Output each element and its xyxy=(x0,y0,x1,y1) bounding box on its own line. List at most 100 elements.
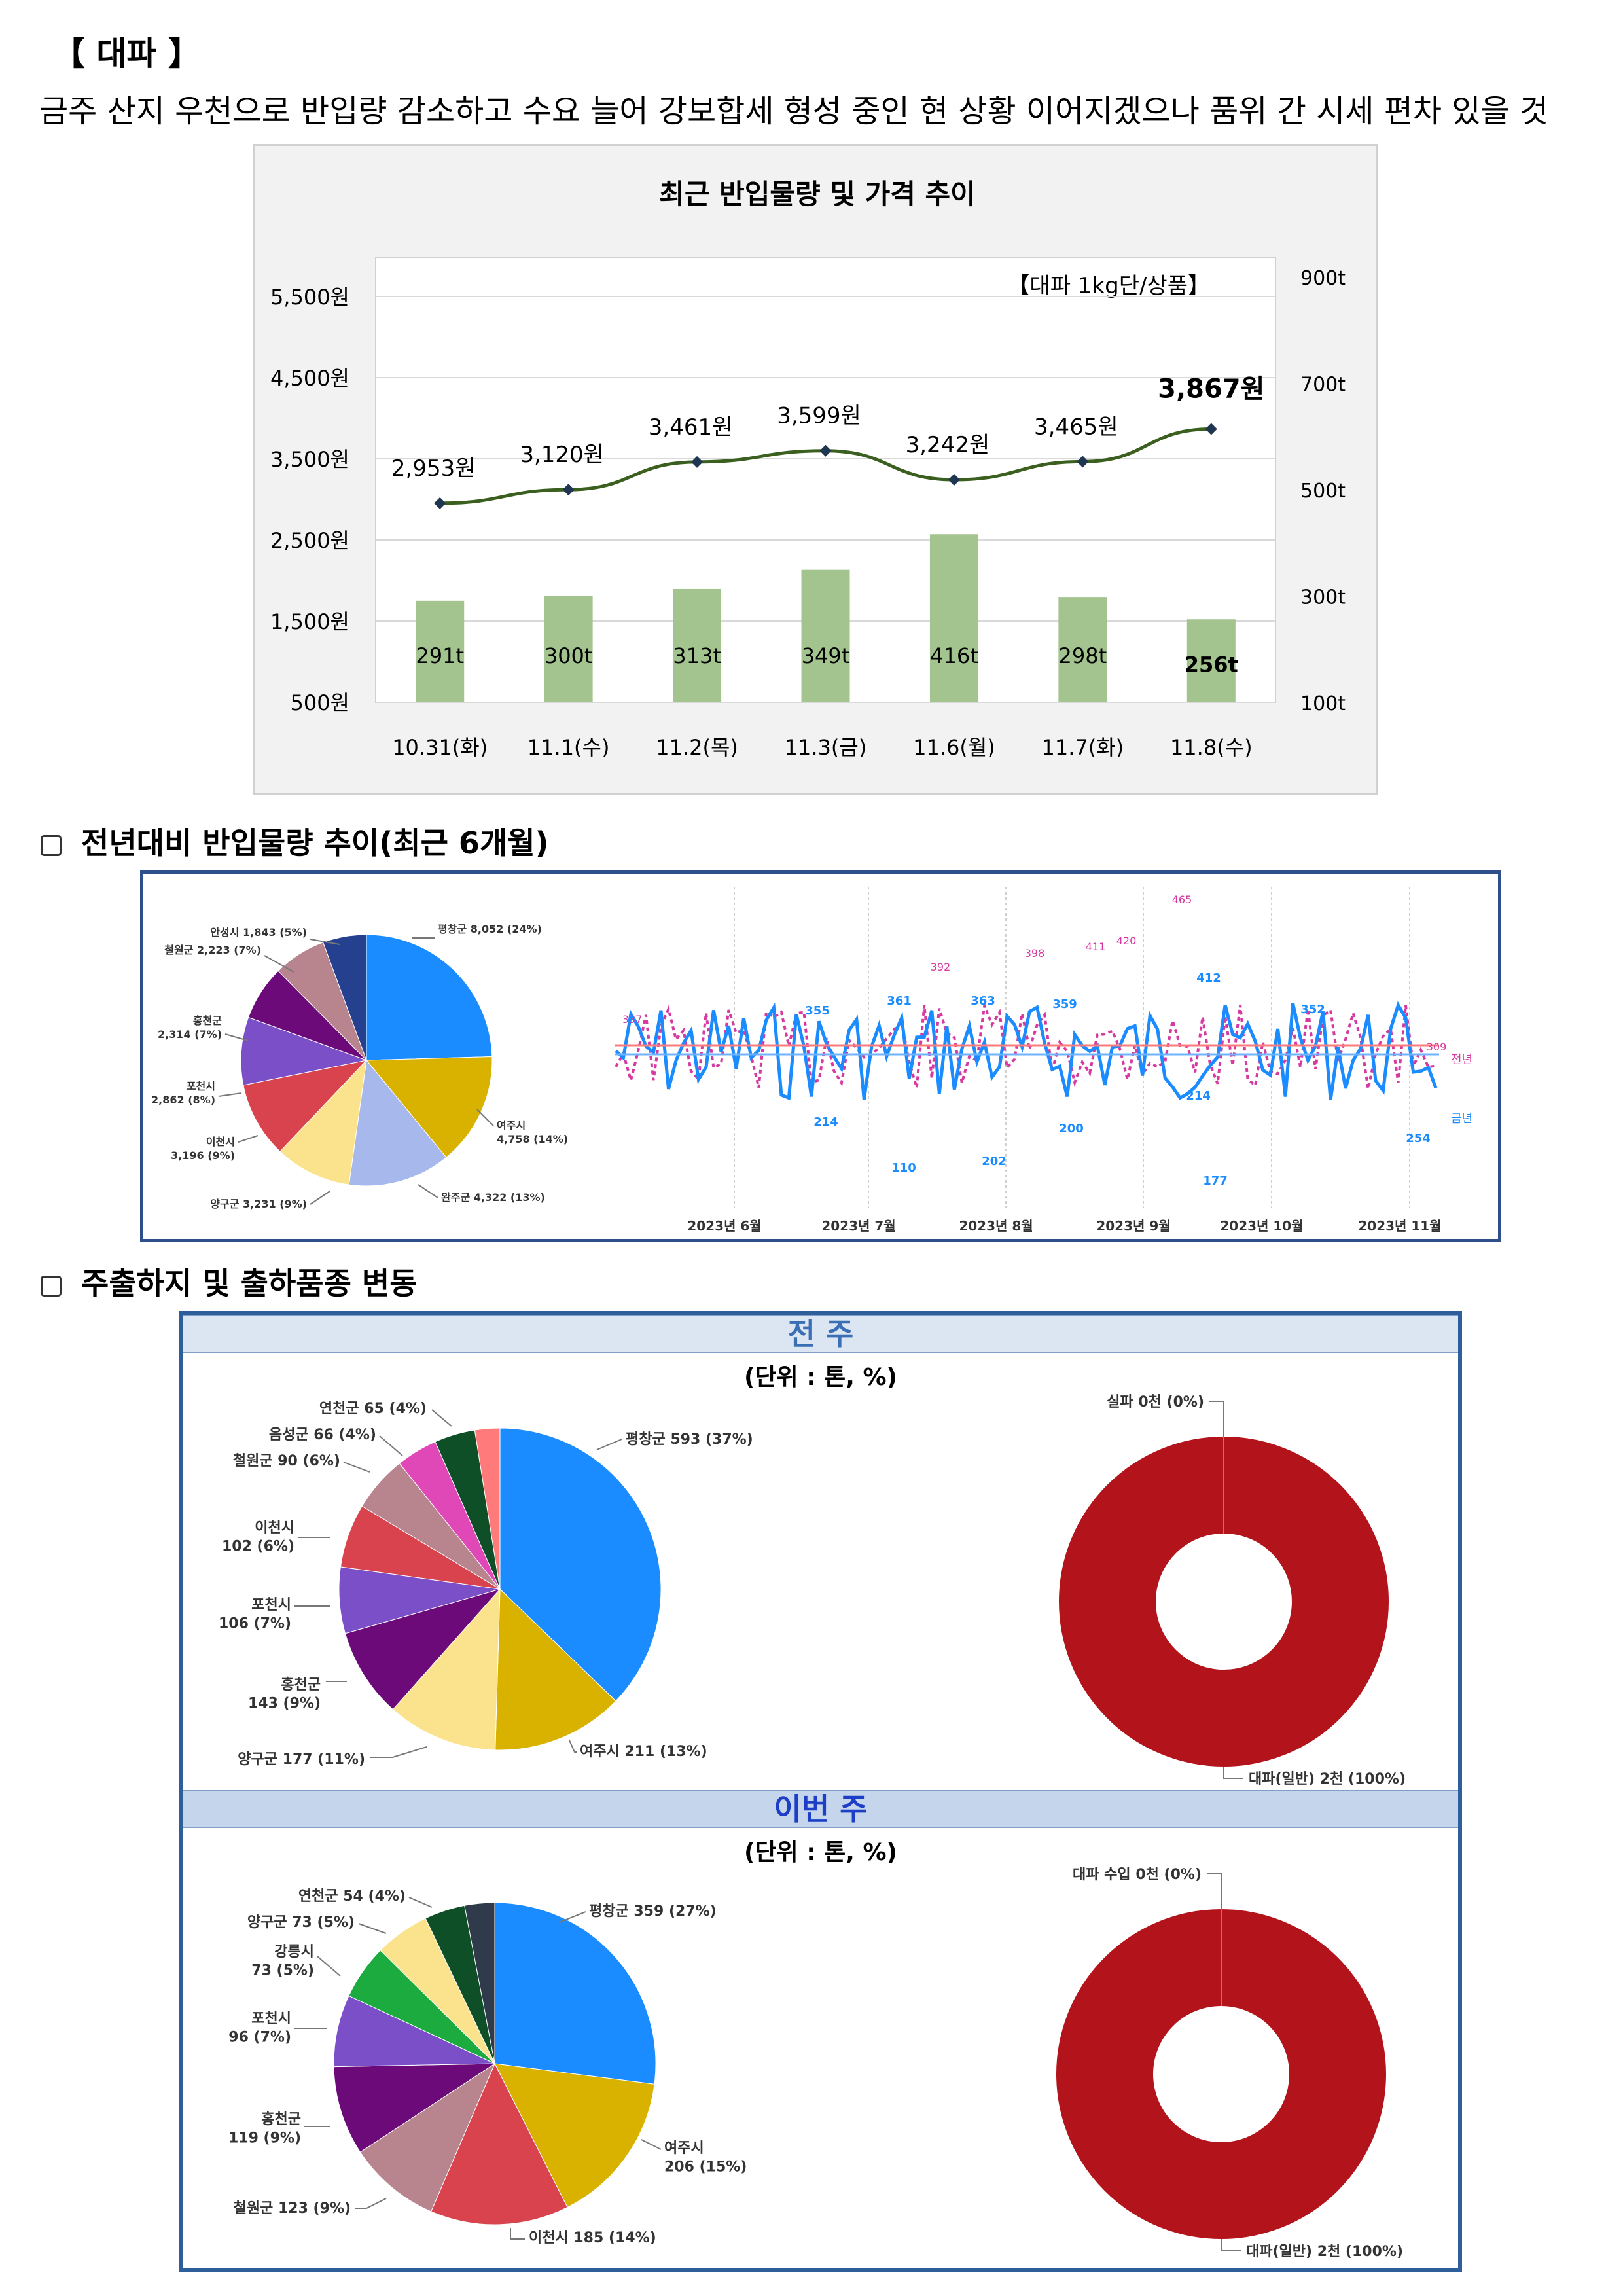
y-left-tick: 4,500원 xyxy=(270,366,349,391)
prev-point-label: 398 xyxy=(1025,947,1045,960)
bar-label: 416t xyxy=(930,643,978,668)
bar-label: 313t xyxy=(673,643,721,668)
pie-label-value: 206 (15%) xyxy=(664,2159,747,2176)
pie-slice xyxy=(243,1060,368,1153)
cur-point-label: 202 xyxy=(982,1155,1007,1168)
leader-line xyxy=(408,1897,433,1908)
x-tick: 2023년 6월 xyxy=(687,1218,761,1234)
bar xyxy=(416,600,465,702)
pie-label: 홍천군 xyxy=(281,1677,321,1693)
leader-line xyxy=(569,1740,577,1753)
x-tick: 2023년 8월 xyxy=(959,1218,1033,1234)
leader-line xyxy=(1223,1767,1243,1779)
pie-label: 포천시 xyxy=(251,2011,291,2027)
prev-point-label: 392 xyxy=(931,961,951,973)
band-this-week: 이번 주 xyxy=(183,1790,1458,1828)
shipping-panel: 전 주 (단위 : 톤, %) 이번 주 (단위 : 톤, %) 평창군 593… xyxy=(179,1311,1462,2272)
y-right-tick: 300t xyxy=(1300,586,1346,609)
donut-label-main: 대파(일반) 2천 (100%) xyxy=(1246,2244,1403,2260)
pie-label: 여주시 xyxy=(497,1119,526,1132)
pie-label: 양구군 3,231 (9%) xyxy=(210,1198,307,1210)
pie-label: 철원군 2,223 (7%) xyxy=(164,944,261,956)
pie-slice xyxy=(499,1427,662,1702)
band-prev-week: 전 주 xyxy=(183,1315,1458,1353)
series-line-this-year xyxy=(615,1001,1438,1101)
leader-line xyxy=(264,955,294,973)
pie-slice xyxy=(430,2062,568,2225)
y-left-tick: 3,500원 xyxy=(270,447,349,472)
leader-line xyxy=(310,939,340,945)
price-marker xyxy=(562,484,575,496)
pie-slice xyxy=(359,2062,496,2212)
price-label: 3,242원 xyxy=(906,432,990,458)
leader-line xyxy=(317,1956,341,1977)
pie-label: 여주시 xyxy=(664,2140,704,2157)
price-label: 2,953원 xyxy=(391,456,476,482)
pie-label: 안성시 1,843 (5%) xyxy=(210,926,307,939)
pie-label-value: 3,196 (9%) xyxy=(171,1149,235,1162)
price-marker xyxy=(1205,423,1217,435)
prev-point-label: 420 xyxy=(1116,935,1137,947)
leader-line xyxy=(641,2139,662,2150)
cur-point-label: 361 xyxy=(887,994,912,1008)
unit-label-this: (단위 : 톤, %) xyxy=(743,1839,897,1866)
price-label: 3,120원 xyxy=(520,442,604,468)
pie-slice xyxy=(333,2063,496,2153)
unit-label-prev: (단위 : 톤, %) xyxy=(743,1364,897,1391)
pie-label: 강릉시 xyxy=(274,1944,314,1960)
cur-point-label: 110 xyxy=(891,1161,916,1175)
leader-line xyxy=(1207,1873,1222,1909)
leader-line xyxy=(431,1409,452,1427)
pie-label: 음성군 66 (4%) xyxy=(269,1427,376,1443)
leader-line xyxy=(310,1191,330,1205)
yoy-panel: 평창군 8,052 (24%) 여주시 4,758 (14%) 완주군 4,322 (… xyxy=(140,870,1501,1242)
pie-slice xyxy=(474,1427,501,1590)
prev-point-label: 465 xyxy=(1172,893,1192,906)
chart-annotation: 【대파 1kg단/상품】 xyxy=(1007,273,1210,299)
bar-label: 291t xyxy=(416,643,464,668)
pie-label-value: 2,862 (8%) xyxy=(151,1094,215,1106)
y-left-tick: 5,500원 xyxy=(270,285,349,310)
bar xyxy=(929,534,978,702)
leader-line xyxy=(224,1033,249,1041)
y-right-tick: 900t xyxy=(1300,267,1346,290)
bar-label: 300t xyxy=(544,643,593,668)
pie-label: 홍천군 xyxy=(193,1014,222,1027)
x-tick: 11.3(금) xyxy=(785,735,867,760)
prev-point-label: 309 xyxy=(1427,1041,1447,1053)
donut-label-zero: 실파 0천 (0%) xyxy=(1107,1394,1204,1410)
price-label: 3,599원 xyxy=(777,403,861,429)
pie-label-value: 73 (5%) xyxy=(251,1963,314,1979)
leader-line xyxy=(596,1439,622,1450)
pie-label-value: 106 (7%) xyxy=(219,1616,291,1632)
pie-label: 이천시 xyxy=(255,1520,294,1536)
price-marker xyxy=(1077,456,1089,468)
leader-line xyxy=(355,2198,387,2209)
x-tick: 2023년 10월 xyxy=(1220,1218,1303,1234)
bar-label: 349t xyxy=(802,643,850,668)
donut-label-main: 대파(일반) 2천 (100%) xyxy=(1249,1771,1406,1787)
pie-label: 이천시 185 (14%) xyxy=(529,2230,656,2246)
price-volume-svg: 최근 반입물량 및 가격 추이 【대파 1kg단/상품】 5,500원 4,500… xyxy=(270,178,1346,760)
y-left-tick: 1,500원 xyxy=(270,609,349,634)
pie-slice xyxy=(495,1588,616,1751)
section3-title: 주출하지 및 출하품종 변동 xyxy=(81,1266,418,1301)
pie-label: 평창군 593 (37%) xyxy=(626,1431,753,1448)
legend-this-year: 금년 xyxy=(1451,1112,1472,1126)
pie-label: 홍천군 xyxy=(261,2111,301,2128)
leader-line xyxy=(343,1462,370,1473)
x-tick: 11.2(목) xyxy=(656,735,738,760)
pie-label-value: 102 (6%) xyxy=(222,1539,294,1555)
price-label: 3,867원 xyxy=(1158,374,1264,404)
x-tick: 11.1(수) xyxy=(527,735,610,760)
leader-line xyxy=(218,1092,242,1097)
pie-label: 여주시 211 (13%) xyxy=(580,1744,707,1760)
x-tick: 11.8(수) xyxy=(1170,735,1253,760)
cur-point-label: 363 xyxy=(971,994,995,1008)
prev-point-label: 411 xyxy=(1086,941,1106,953)
section2-title: 전년대비 반입물량 추이(최근 6개월) xyxy=(81,825,549,861)
y-right-tick: 500t xyxy=(1300,480,1346,503)
price-label: 3,465원 xyxy=(1034,414,1118,440)
y-left-tick: 2,500원 xyxy=(270,528,349,553)
